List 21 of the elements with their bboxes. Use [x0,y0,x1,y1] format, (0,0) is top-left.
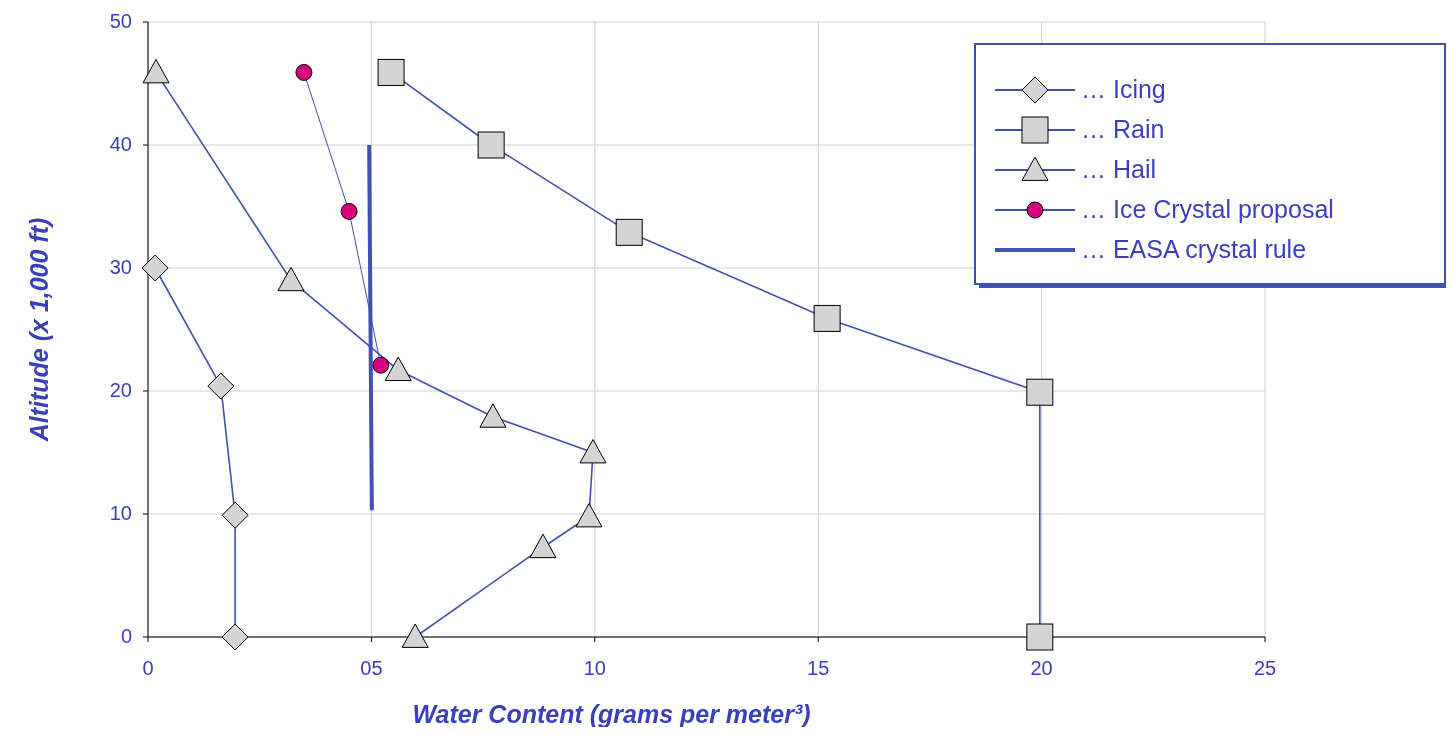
y-tick-label: 20 [109,379,132,402]
y-tick-label: 30 [109,256,132,279]
point [372,356,390,374]
x-tick-label: 10 [583,657,606,679]
x-tick-label: 05 [360,657,383,679]
legend-label: … Icing [1081,74,1166,103]
point [295,63,313,81]
y-tick-label: 50 [109,10,132,33]
y-axis-title: Altitude (x 1,000 ft) [25,217,53,443]
x-tick-label: 0 [142,657,154,679]
x-tick-label: 15 [807,657,830,679]
y-tick-label: 10 [109,502,132,525]
legend-label: … Ice Crystal proposal [1081,194,1334,223]
legend-label: … EASA crystal rule [1081,234,1307,263]
x-tick-label: 20 [1030,657,1053,679]
point [340,202,358,220]
legend-label: … Hail [1081,154,1157,183]
y-tick-label: 40 [109,133,132,156]
legend-label: … Rain [1081,114,1165,143]
x-tick-label: 25 [1253,657,1277,679]
y-tick-label: 0 [120,625,132,648]
